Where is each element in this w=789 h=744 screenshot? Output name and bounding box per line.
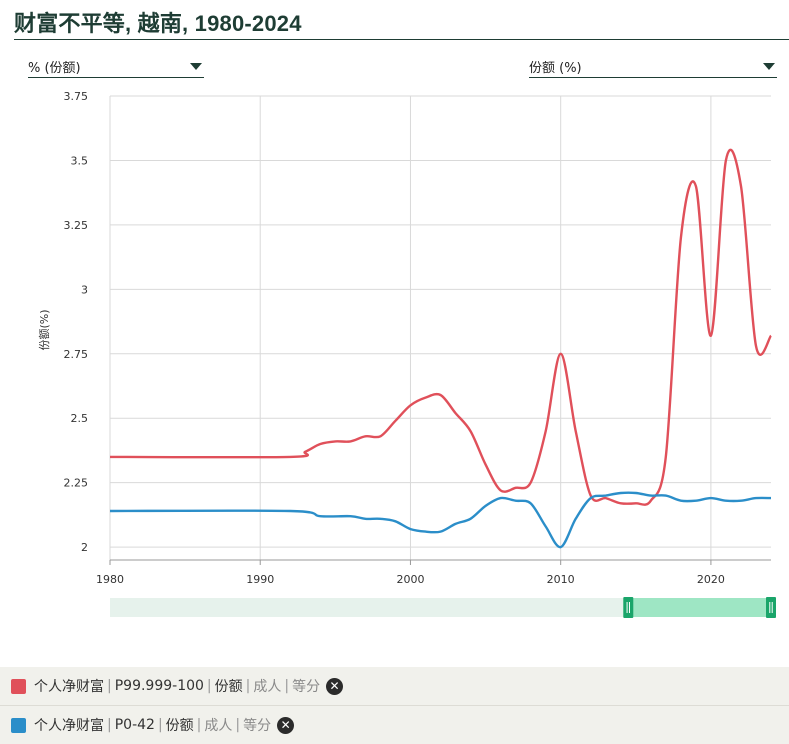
y-tick-label: 3.75 bbox=[64, 90, 89, 103]
legend-item: 个人净财富 | P0-42 | 份额 | 成人 | 等分 ✕ bbox=[0, 706, 789, 744]
line-chart: 2 2.25 2.5 2.75 3 3.25 3.5 3.75 1980 1990 2000 201… bbox=[38, 90, 776, 618]
slider-selection bbox=[628, 598, 771, 617]
metric-dropdown-label: 份额 (%) bbox=[529, 60, 582, 76]
grid-lines bbox=[109, 95, 771, 560]
unit-dropdown-label: % (份额) bbox=[28, 60, 81, 76]
x-tick-label: 2000 bbox=[396, 573, 424, 586]
y-tick-label: 2 bbox=[81, 541, 88, 554]
y-tick-label: 3 bbox=[81, 283, 88, 296]
chevron-down-icon bbox=[763, 62, 775, 70]
slider-handle-left[interactable] bbox=[623, 597, 634, 618]
legend-part: P99.999-100 bbox=[114, 678, 204, 694]
legend-part: 份额 bbox=[165, 718, 194, 734]
metric-dropdown[interactable]: 份额 (%) bbox=[529, 55, 777, 78]
series-line-bottom-wealth bbox=[109, 491, 772, 549]
slider-track bbox=[110, 598, 771, 617]
legend: 个人净财富 | P99.999-100 | 份额 | 成人 | 等分 ✕ 个人净财富 | … bbox=[0, 667, 789, 744]
y-tick-label: 2.5 bbox=[71, 412, 89, 425]
legend-part: 个人净财富 bbox=[34, 718, 104, 734]
legend-part: 个人净财富 bbox=[34, 679, 104, 695]
range-slider[interactable] bbox=[110, 597, 776, 618]
legend-swatch bbox=[11, 717, 26, 733]
title-divider bbox=[14, 39, 789, 40]
x-tick-label: 2020 bbox=[697, 573, 725, 586]
close-icon[interactable]: ✕ bbox=[326, 677, 344, 695]
legend-part: 等分 bbox=[243, 718, 272, 734]
x-tick-label: 2010 bbox=[547, 573, 575, 586]
page-title: 财富不平等, 越南, 1980-2024 bbox=[14, 11, 302, 36]
y-axis-ticks: 2 2.25 2.5 2.75 3 3.25 3.5 3.75 bbox=[64, 90, 89, 554]
close-icon[interactable]: ✕ bbox=[277, 716, 295, 734]
y-tick-label: 3.25 bbox=[64, 219, 89, 232]
legend-part: 成人 bbox=[253, 679, 282, 695]
legend-part: 等分 bbox=[292, 679, 321, 695]
chevron-down-icon bbox=[190, 62, 202, 70]
x-tick-label: 1980 bbox=[96, 573, 124, 586]
legend-part: P0-42 bbox=[114, 717, 155, 733]
legend-part: 成人 bbox=[204, 718, 233, 734]
slider-handle-right[interactable] bbox=[766, 597, 776, 618]
legend-swatch bbox=[11, 678, 26, 694]
series-lines bbox=[109, 148, 773, 549]
y-tick-label: 2.75 bbox=[64, 348, 89, 361]
x-tick-label: 1990 bbox=[246, 573, 274, 586]
unit-dropdown[interactable]: % (份额) bbox=[28, 55, 204, 78]
legend-part: 份额 bbox=[214, 679, 243, 695]
y-axis-label: 份额(%) bbox=[38, 309, 51, 350]
series-line-top-wealth bbox=[109, 148, 773, 506]
y-tick-label: 2.25 bbox=[64, 477, 89, 490]
x-axis-ticks: 1980 1990 2000 2010 2020 bbox=[96, 560, 725, 586]
y-tick-label: 3.5 bbox=[71, 154, 89, 167]
legend-item: 个人净财富 | P99.999-100 | 份额 | 成人 | 等分 ✕ bbox=[0, 667, 789, 706]
